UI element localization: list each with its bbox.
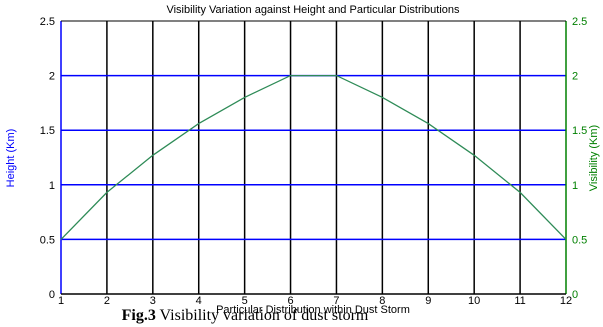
- x-tick-label: 10: [468, 295, 480, 307]
- right-y-tick-label: 2.5: [572, 16, 587, 28]
- figure-caption: Fig.3 Visibility variation of dust storm: [0, 306, 490, 326]
- left-y-tick-label: 0: [49, 289, 55, 301]
- visibility-line: [60, 74, 567, 240]
- x-tick-label: 3: [150, 295, 156, 307]
- series-lines: [60, 74, 567, 240]
- x-axis-label: Particular Distribution within Dust Stor…: [216, 304, 410, 316]
- left-y-tick-label: 1.5: [40, 125, 55, 137]
- x-tick-label: 11: [514, 295, 525, 307]
- plot-background: [61, 21, 566, 294]
- left-y-tick-label: 2: [49, 71, 55, 83]
- x-tick-label: 12: [560, 295, 572, 307]
- x-tick-label: 2: [104, 295, 110, 307]
- x-tick-label: 5: [242, 295, 248, 307]
- right-y-tick-label: 0: [572, 289, 578, 301]
- right-y-tick-label: 1: [572, 180, 578, 192]
- chart-title: Visibility Variation against Height and …: [166, 4, 460, 16]
- right-y-tick-label: 1.5: [572, 125, 587, 137]
- left-y-tick-label: 1: [49, 180, 55, 192]
- x-tick-label: 4: [196, 295, 202, 307]
- left-y-tick-label: 0.5: [40, 234, 55, 246]
- x-tick-label: 8: [379, 295, 385, 307]
- x-tick-label: 9: [425, 295, 431, 307]
- right-y-axis-label: Visibility (Km): [588, 125, 600, 191]
- caption-label: Fig.3: [121, 307, 156, 324]
- x-tick-label: 7: [333, 295, 339, 307]
- x-tick-label: 6: [287, 295, 293, 307]
- tick-labels: 1 2 3 4 5 6 7 8 9 10 11 120 00.5 0.51 11.5 1.52 22.5 2.5: [40, 16, 588, 307]
- vertical-grid: [106, 21, 521, 294]
- x-tick-label: 1: [58, 295, 64, 307]
- left-y-tick-label: 2.5: [40, 16, 55, 28]
- caption-text: Visibility variation of dust storm: [155, 307, 369, 324]
- right-y-tick-label: 2: [572, 71, 578, 83]
- left-y-axis-label: Height (Km): [5, 129, 17, 188]
- right-y-tick-label: 0.5: [572, 234, 587, 246]
